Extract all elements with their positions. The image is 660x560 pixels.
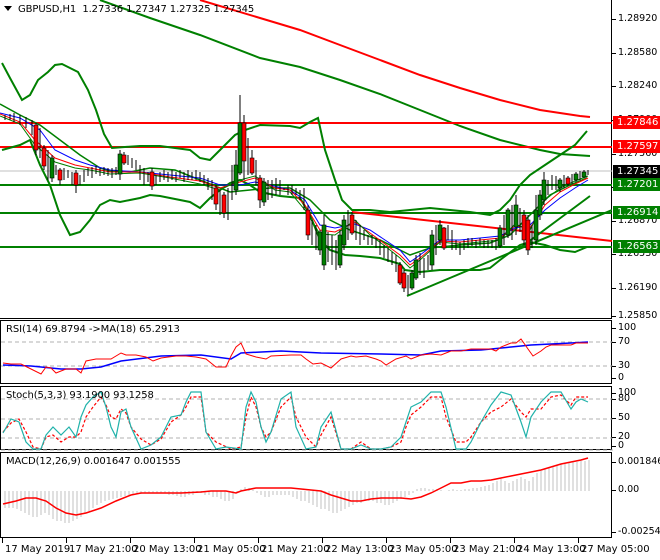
support-tag-1: 1.27201 (613, 178, 660, 191)
descending-trendline (351, 211, 612, 242)
bollinger-upper (1, 62, 588, 217)
macd-canvas (2, 457, 590, 523)
time-tick: 21 May 05:00 (194, 538, 266, 555)
rsi-line (2, 338, 588, 375)
time-tick: 17 May 21:00 (66, 538, 138, 555)
time-tick: 23 May 21:00 (450, 538, 522, 555)
price-chart-canvas (0, 0, 612, 297)
support-tag-3: 1.26563 (613, 240, 660, 253)
support-tag-2: 1.26914 (613, 206, 660, 219)
time-tick: 24 May 13:00 (514, 538, 586, 555)
bollinger-lower (1, 138, 588, 274)
stoch-main-line (2, 390, 589, 450)
current-price-tag: 1.27345 (613, 165, 660, 178)
macd-histogram (4, 460, 590, 523)
ohlc-values: 1.27336 1.27347 1.27325 1.27345 (82, 4, 255, 15)
bollinger-middle (0, 103, 588, 256)
rsi-axis: 100 70 30 0 (612, 322, 637, 383)
macd-signal-line (2, 457, 589, 516)
rsi-canvas (1, 338, 613, 375)
time-axis: 17 May 2019 17 May 21:00 20 May 13:00 21… (0, 538, 660, 560)
long-ma-red (199, 0, 591, 118)
symbol-timeframe: GBPUSD,H1 (18, 4, 77, 15)
ascending-trendline-2 (519, 195, 591, 249)
rsi-ma-line (2, 341, 589, 370)
stoch-canvas (1, 390, 613, 451)
resistance-tag-1: 1.27846 (613, 116, 660, 129)
stochastic-pane[interactable]: Stoch(5,3,3) 93.1900 93.1258 (0, 386, 613, 451)
long-ma-green (99, 0, 591, 157)
rsi-label: RSI(14) 69.8794 ->MA(18) 65.2913 (6, 324, 180, 335)
stoch-label: Stoch(5,3,3) 93.1900 93.1258 (6, 390, 154, 401)
candles (4, 95, 589, 295)
price-axis: 1.28920 1.28580 1.28240 1.27900 1.27560 … (612, 13, 658, 321)
rsi-pane[interactable]: RSI(14) 69.8794 ->MA(18) 65.2913 (0, 320, 613, 384)
macd-label: MACD(12,26,9) 0.001647 0.001555 (6, 456, 181, 467)
macd-pane[interactable]: MACD(12,26,9) 0.001647 0.001555 (0, 452, 612, 538)
time-tick: 23 May 05:00 (386, 538, 458, 555)
price-chart-pane[interactable]: GBPUSD,H1 1.27336 1.27347 1.27325 1.2734… (0, 0, 612, 319)
time-tick: 22 May 13:00 (322, 538, 394, 555)
collapse-triangle-icon[interactable] (4, 6, 12, 11)
resistance-tag-2: 1.27597 (613, 140, 660, 153)
chart-title: GBPUSD,H1 1.27336 1.27347 1.27325 1.2734… (4, 4, 254, 15)
stoch-signal-line (2, 394, 588, 450)
time-tick: 17 May 2019 (2, 538, 70, 555)
time-tick: 20 May 13:00 (130, 538, 202, 555)
time-tick: 27 May 05:00 (578, 538, 650, 555)
stoch-axis: 100 80 50 20 0 (612, 387, 637, 451)
time-tick: 21 May 21:00 (258, 538, 330, 555)
